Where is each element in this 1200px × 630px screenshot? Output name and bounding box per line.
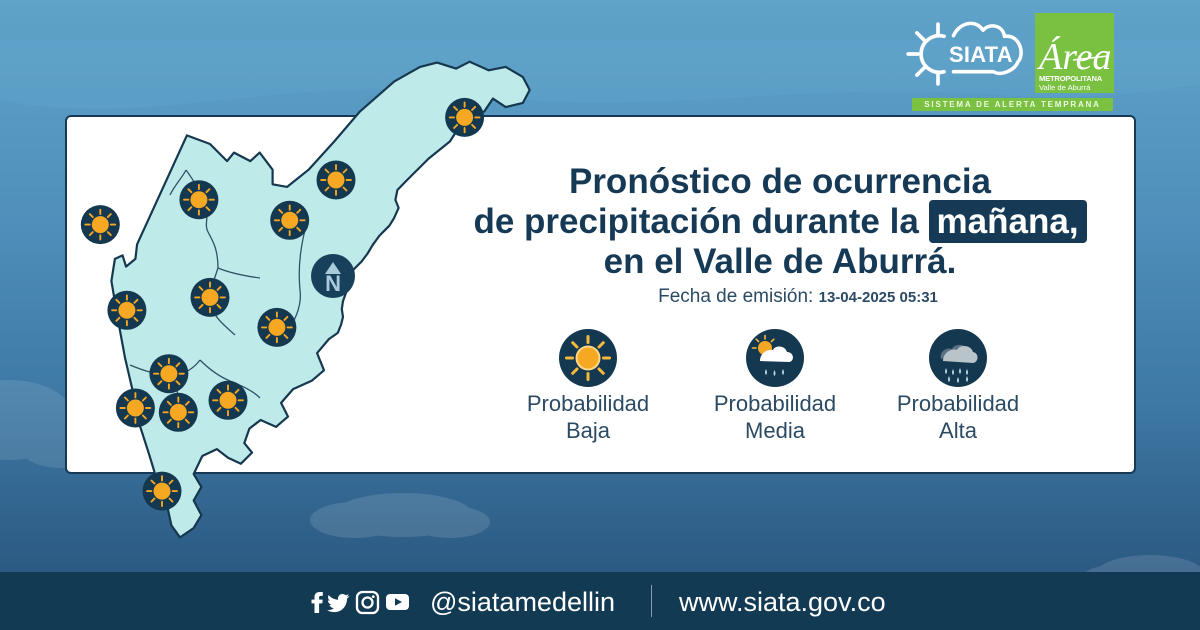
svg-text:www.siata.gov.co: www.siata.gov.co [678, 587, 886, 617]
svg-text:@siatamedellin: @siatamedellin [430, 587, 615, 617]
